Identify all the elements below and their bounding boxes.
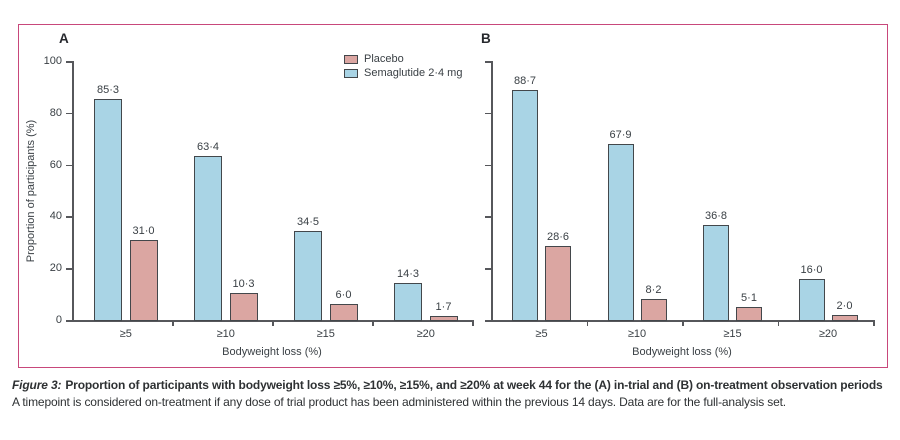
y-tick-label-a: 0 — [55, 314, 62, 326]
x-category-label-a: ≥15 — [316, 328, 335, 340]
y-tick-b — [485, 216, 491, 218]
x-category-label-b: ≥20 — [818, 328, 838, 340]
bar-value-label-semaglutide-a: 14·3 — [396, 267, 420, 280]
legend-swatch-semaglutide — [344, 68, 358, 78]
legend: Placebo Semaglutide 2·4 mg — [344, 52, 462, 80]
bar-placebo-b — [831, 314, 858, 321]
bar-semaglutide-b — [703, 224, 729, 321]
bar-placebo-a — [329, 304, 358, 321]
y-tick-label-a: 80 — [49, 106, 62, 119]
bar-value-label-semaglutide-b: 88·7 — [513, 75, 537, 88]
bar-value-label-placebo-b: 28·6 — [546, 230, 570, 243]
bar-semaglutide-b — [798, 278, 825, 321]
figure-caption-note: A timepoint is considered on-treatment i… — [12, 394, 786, 409]
x-category-label-a: ≥10 — [216, 328, 235, 340]
x-category-label-b: ≥5 — [535, 328, 548, 340]
y-tick-b — [485, 112, 491, 115]
bar-value-label-placebo-a: 1·7 — [435, 300, 452, 313]
x-category-label-b: ≥15 — [723, 328, 742, 340]
bar-placebo-b — [736, 306, 762, 321]
x-tick-b — [777, 320, 779, 326]
y-tick-a — [66, 320, 72, 322]
bar-semaglutide-a — [94, 99, 122, 321]
legend-label-placebo: Placebo — [364, 53, 404, 65]
y-tick-a — [66, 61, 72, 63]
bar-value-label-placebo-a: 6·0 — [335, 289, 352, 302]
legend-swatch-placebo — [344, 54, 358, 64]
y-tick-label-a: 100 — [43, 55, 62, 67]
figure-caption-title: Proportion of participants with bodyweig… — [65, 378, 883, 392]
y-tick-label-a: 40 — [49, 210, 62, 223]
bar-semaglutide-a — [194, 155, 222, 321]
bar-value-label-semaglutide-b: 67·9 — [609, 129, 632, 142]
x-tick-a — [272, 320, 274, 326]
bar-placebo-a — [229, 293, 258, 321]
x-category-label-a: ≥5 — [119, 328, 132, 340]
figure-caption-prefix: Figure 3: — [12, 378, 62, 392]
bar-semaglutide-b — [607, 144, 634, 321]
figure-frame: Placebo Semaglutide 2·4 mg A 0 20 40 60 80 100… — [18, 24, 888, 368]
y-tick-a — [66, 164, 72, 167]
y-tick-label-a: 60 — [49, 158, 62, 171]
y-tick-b — [485, 61, 491, 63]
bar-value-label-semaglutide-a: 85·3 — [96, 84, 120, 97]
y-tick-a — [66, 216, 72, 218]
y-tick-a — [66, 112, 72, 115]
y-tick-b — [485, 268, 491, 270]
bar-placebo-b — [640, 298, 667, 321]
x-tick-a — [172, 320, 174, 326]
panel-letter-a: A — [59, 31, 69, 46]
x-tick-b — [586, 320, 588, 326]
y-axis-a — [72, 61, 74, 322]
x-axis-title-b: Bodyweight loss (%) — [632, 346, 732, 358]
x-tick-b — [873, 320, 875, 326]
y-axis-title-a: Proportion of participants (%) — [25, 119, 37, 262]
y-axis-b — [491, 61, 493, 322]
y-tick-a — [66, 268, 72, 270]
x-tick-a — [372, 320, 374, 326]
bar-semaglutide-b — [512, 90, 538, 321]
bar-value-label-semaglutide-b: 16·0 — [800, 263, 823, 276]
x-tick-b — [682, 320, 684, 326]
bar-placebo-a — [129, 239, 158, 321]
y-tick-b — [485, 164, 491, 167]
legend-item-semaglutide: Semaglutide 2·4 mg — [344, 66, 462, 80]
y-tick-b — [485, 320, 491, 322]
bar-value-label-semaglutide-a: 34·5 — [296, 215, 320, 228]
bar-semaglutide-a — [394, 282, 422, 321]
panel-letter-b: B — [481, 31, 491, 46]
bar-value-label-semaglutide-b: 36·8 — [704, 209, 728, 222]
y-tick-label-a: 20 — [49, 262, 62, 275]
bar-placebo-b — [545, 245, 571, 321]
figure-caption: Figure 3: Proportion of participants with… — [12, 377, 888, 411]
x-axis-title-a: Bodyweight loss (%) — [222, 346, 322, 358]
bar-value-label-placebo-a: 10·3 — [232, 278, 255, 291]
bar-placebo-a — [429, 315, 458, 321]
bar-value-label-placebo-b: 5·1 — [741, 291, 757, 304]
bar-semaglutide-a — [294, 230, 322, 321]
bar-value-label-placebo-a: 31·0 — [132, 224, 155, 237]
x-tick-a — [472, 320, 474, 326]
x-category-label-b: ≥10 — [627, 328, 647, 340]
legend-item-placebo: Placebo — [344, 52, 462, 66]
x-category-label-a: ≥20 — [416, 328, 435, 340]
bar-value-label-semaglutide-a: 63·4 — [196, 140, 220, 153]
legend-label-semaglutide: Semaglutide 2·4 mg — [364, 67, 463, 79]
bar-value-label-placebo-b: 8·2 — [645, 283, 662, 296]
bar-value-label-placebo-b: 2·0 — [836, 299, 853, 312]
